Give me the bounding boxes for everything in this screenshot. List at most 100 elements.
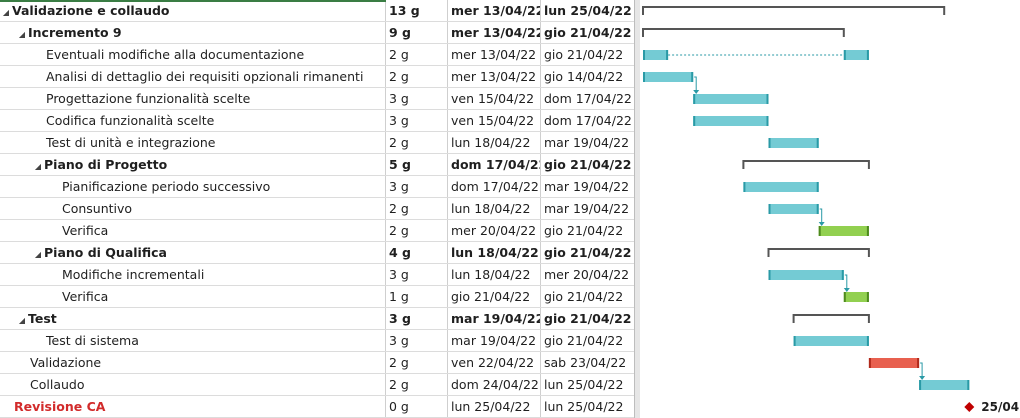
start-date-cell[interactable]: lun 25/04/22 [448, 396, 541, 417]
pane-splitter[interactable] [634, 0, 640, 418]
start-date-cell[interactable]: mer 20/04/22 [448, 220, 541, 241]
duration-cell[interactable]: 2 g [386, 66, 448, 87]
task-row[interactable]: Verifica 2 g mer 20/04/22 gio 21/04/22 [0, 220, 634, 242]
duration-cell[interactable]: 0 g [386, 396, 448, 417]
duration-cell[interactable]: 3 g [386, 110, 448, 131]
start-date-cell[interactable]: mer 13/04/22 [448, 0, 541, 21]
duration-cell[interactable]: 3 g [386, 88, 448, 109]
task-row[interactable]: Eventuali modifiche alla documentazione 2… [0, 44, 634, 66]
task-name-cell[interactable]: Modifiche incrementali [0, 264, 386, 285]
task-name-cell[interactable]: Analisi di dettaglio dei requisiti opzio… [0, 66, 386, 87]
task-row[interactable]: Codifica funzionalità scelte 3 g ven 15/04… [0, 110, 634, 132]
end-date-cell[interactable]: gio 21/04/22 [544, 223, 624, 238]
end-date-cell[interactable]: gio 21/04/22 [544, 25, 632, 40]
task-row[interactable]: Validazione 2 g ven 22/04/22 sab 23/04/22 [0, 352, 634, 374]
duration-cell[interactable]: 2 g [386, 132, 448, 153]
start-date-cell[interactable]: mar 19/04/22 [448, 308, 541, 329]
task-row[interactable]: Consuntivo 2 g lun 18/04/22 mar 19/04/22 [0, 198, 634, 220]
duration-cell[interactable]: 9 g [386, 22, 448, 43]
task-name-cell[interactable]: Verifica [0, 286, 386, 307]
task-name-cell[interactable]: Validazione [0, 352, 386, 373]
start-date-cell[interactable]: mer 13/04/22 [448, 66, 541, 87]
duration-cell[interactable]: 2 g [386, 352, 448, 373]
start-date-cell[interactable]: ven 15/04/22 [448, 88, 541, 109]
task-name-cell[interactable]: Progettazione funzionalità scelte [0, 88, 386, 109]
milestone-row[interactable]: Revisione CA 0 g lun 25/04/22 lun 25/04/22 [0, 396, 634, 418]
end-date-cell[interactable]: mar 19/04/22 [544, 201, 630, 216]
collapse-triangle-icon[interactable]: ◢ [34, 162, 42, 171]
task-name-cell[interactable]: Test di sistema [0, 330, 386, 351]
summary-task-row[interactable]: ◢ Piano di Qualifica 4 g lun 18/04/22 gio 21… [0, 242, 634, 264]
collapse-triangle-icon[interactable]: ◢ [18, 316, 26, 325]
end-date-cell[interactable]: gio 21/04/22 [544, 289, 624, 304]
start-date-cell[interactable]: lun 18/04/22 [448, 264, 541, 285]
task-name-cell[interactable]: ◢ Validazione e collaudo [0, 0, 386, 21]
start-date-cell[interactable]: ven 22/04/22 [448, 352, 541, 373]
duration-cell[interactable]: 2 g [386, 220, 448, 241]
task-name-cell[interactable]: ◢ Incremento 9 [0, 22, 386, 43]
task-name-cell[interactable]: Revisione CA [0, 396, 386, 417]
task-name-cell[interactable]: Pianificazione periodo successivo [0, 176, 386, 197]
end-date-cell[interactable]: lun 25/04/22 [544, 3, 632, 18]
task-row[interactable]: Modifiche incrementali 3 g lun 18/04/22 mer… [0, 264, 634, 286]
end-date-cell[interactable]: sab 23/04/22 [544, 355, 627, 370]
collapse-triangle-icon[interactable]: ◢ [34, 250, 42, 259]
end-date-cell[interactable]: mer 20/04/22 [544, 267, 630, 282]
duration-cell[interactable]: 3 g [386, 330, 448, 351]
task-name-cell[interactable]: ◢ Test [0, 308, 386, 329]
start-date-cell[interactable]: gio 21/04/22 [448, 286, 541, 307]
task-row[interactable]: Analisi di dettaglio dei requisiti opzio… [0, 66, 634, 88]
task-row[interactable]: Progettazione funzionalità scelte 3 g ven … [0, 88, 634, 110]
start-date-cell[interactable]: lun 18/04/22 [448, 198, 541, 219]
task-name-cell[interactable]: ◢ Piano di Qualifica [0, 242, 386, 263]
task-row[interactable]: Pianificazione periodo successivo 3 g dom … [0, 176, 634, 198]
duration-cell[interactable]: 3 g [386, 308, 448, 329]
collapse-triangle-icon[interactable]: ◢ [18, 30, 26, 39]
start-date-cell[interactable]: mer 13/04/22 [448, 22, 541, 43]
start-date-cell[interactable]: dom 17/04/22 [448, 176, 541, 197]
end-date-cell[interactable]: dom 17/04/22 [544, 113, 632, 128]
summary-task-row[interactable]: ◢ Validazione e collaudo 13 g mer 13/04/22 l… [0, 0, 634, 22]
end-date-cell[interactable]: lun 25/04/22 [544, 377, 624, 392]
duration-cell[interactable]: 4 g [386, 242, 448, 263]
start-date-cell[interactable]: lun 18/04/22 [448, 242, 541, 263]
duration-cell[interactable]: 1 g [386, 286, 448, 307]
task-name-cell[interactable]: ◢ Piano di Progetto [0, 154, 386, 175]
task-name-cell[interactable]: Verifica [0, 220, 386, 241]
end-date-cell[interactable]: gio 21/04/22 [544, 157, 632, 172]
end-date-cell[interactable]: gio 21/04/22 [544, 311, 632, 326]
task-row[interactable]: Verifica 1 g gio 21/04/22 gio 21/04/22 [0, 286, 634, 308]
task-name-cell[interactable]: Consuntivo [0, 198, 386, 219]
end-date-cell[interactable]: gio 14/04/22 [544, 69, 624, 84]
duration-cell[interactable]: 2 g [386, 374, 448, 395]
end-date-cell[interactable]: lun 25/04/22 [544, 399, 624, 414]
start-date-cell[interactable]: dom 17/04/22 [448, 154, 541, 175]
task-row[interactable]: Collaudo 2 g dom 24/04/22 lun 25/04/22 [0, 374, 634, 396]
end-date-cell[interactable]: mar 19/04/22 [544, 135, 630, 150]
summary-task-row[interactable]: ◢ Test 3 g mar 19/04/22 gio 21/04/22 [0, 308, 634, 330]
task-row[interactable]: Test di unità e integrazione 2 g lun 18/04… [0, 132, 634, 154]
task-name-cell[interactable]: Eventuali modifiche alla documentazione [0, 44, 386, 65]
duration-cell[interactable]: 5 g [386, 154, 448, 175]
end-date-cell[interactable]: gio 21/04/22 [544, 245, 632, 260]
duration-cell[interactable]: 3 g [386, 264, 448, 285]
task-name-cell[interactable]: Test di unità e integrazione [0, 132, 386, 153]
duration-cell[interactable]: 2 g [386, 44, 448, 65]
start-date-cell[interactable]: lun 18/04/22 [448, 132, 541, 153]
start-date-cell[interactable]: dom 24/04/22 [448, 374, 541, 395]
duration-cell[interactable]: 3 g [386, 176, 448, 197]
duration-cell[interactable]: 2 g [386, 198, 448, 219]
end-date-cell[interactable]: dom 17/04/22 [544, 91, 632, 106]
end-date-cell[interactable]: mar 19/04/22 [544, 179, 630, 194]
collapse-triangle-icon[interactable]: ◢ [2, 8, 10, 17]
start-date-cell[interactable]: ven 15/04/22 [448, 110, 541, 131]
task-name-cell[interactable]: Collaudo [0, 374, 386, 395]
duration-cell[interactable]: 13 g [386, 0, 448, 21]
end-date-cell[interactable]: gio 21/04/22 [544, 47, 624, 62]
task-row[interactable]: Test di sistema 3 g mar 19/04/22 gio 21/04/… [0, 330, 634, 352]
start-date-cell[interactable]: mar 19/04/22 [448, 330, 541, 351]
task-name-cell[interactable]: Codifica funzionalità scelte [0, 110, 386, 131]
start-date-cell[interactable]: mer 13/04/22 [448, 44, 541, 65]
summary-task-row[interactable]: ◢ Piano di Progetto 5 g dom 17/04/22 gio 21/… [0, 154, 634, 176]
